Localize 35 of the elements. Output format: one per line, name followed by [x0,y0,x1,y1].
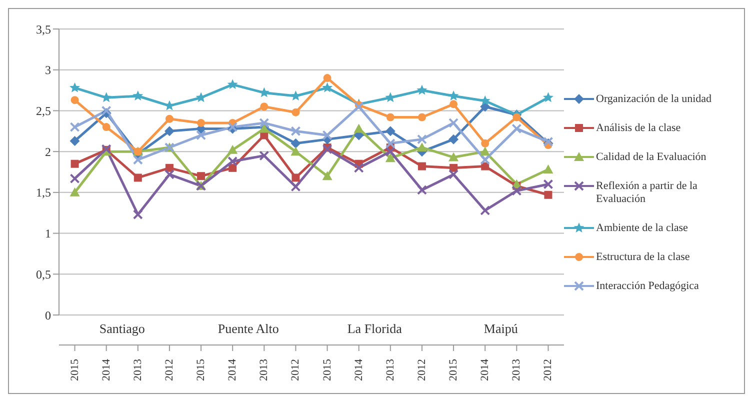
x-tick-label: 2014 [479,358,492,381]
x-tick-label: 2012 [290,359,302,381]
x-tick-label: 2015 [321,358,334,381]
x-tick-label: 2015 [448,358,460,381]
legend-label: Estructura de la clase [596,251,690,264]
legend-label: Calidad de la Evaluación [596,151,706,164]
x-tick-label: 2012 [416,359,428,381]
x-tick-label: 2013 [384,358,396,381]
legend-label: Organización de la unidad [596,93,712,106]
text: Maipú [484,321,518,336]
y-tick-label: 2 [45,144,51,159]
x-tick-label: 2013 [132,358,144,381]
legend-label: Reflexión a partir de la Evaluación [596,180,698,206]
y-tick-label: 2,5 [36,104,51,118]
y-tick-label: 1 [45,226,51,241]
text: La Florida [347,321,402,336]
y-tick-label: 0 [45,308,51,322]
x-tick-label: 2012 [542,359,554,381]
legend-label: Ambiente de la clase [596,222,688,235]
x-tick-label: 2015 [68,358,81,381]
x-tick-label: 2014 [352,358,365,381]
x-tick-label: 2014 [226,358,239,381]
x-tick-label: 2013 [510,358,523,381]
y-tick-label: 0,5 [36,267,51,282]
x-tick-label: 2013 [258,358,270,381]
text: Santiago [99,321,145,336]
x-tick-label: 2012 [163,359,176,381]
x-tick-label: 2014 [100,358,112,381]
text: Puente Alto [218,321,279,336]
y-tick-label: 3 [45,63,51,78]
y-tick-label: 3,5 [36,22,51,36]
legend-label: Análisis de la clase [596,122,681,135]
legend-label: Interacción Pedagógica [596,280,699,293]
x-tick-label: 2015 [195,358,208,381]
y-tick-label: 1,5 [36,186,51,200]
